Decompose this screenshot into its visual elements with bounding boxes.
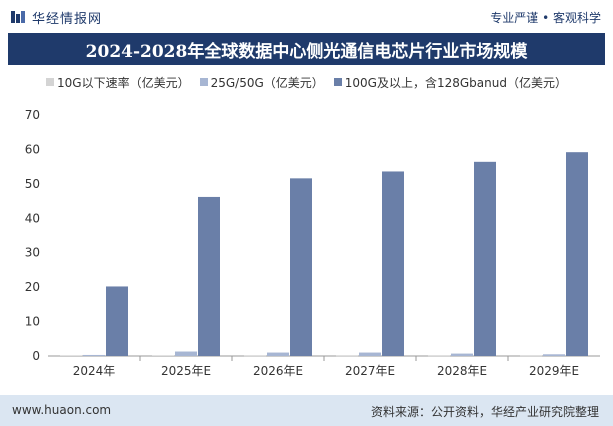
- x-tick-label: 2026年E: [253, 364, 303, 378]
- legend-swatch-s2: [199, 78, 208, 86]
- legend-label-s3: 100G及以上，含128Gbanud（亿美元）: [344, 75, 567, 90]
- legend-label-s1: 10G以下速率（亿美元）: [57, 75, 190, 90]
- y-tick-label: 10: [25, 315, 40, 329]
- legend-item-s3: 100G及以上，含128Gbanud（亿美元）: [333, 74, 567, 91]
- bar-3: [382, 171, 404, 356]
- legend-item-s2: 25G/50G（亿美元）: [199, 74, 324, 91]
- y-tick-label: 50: [25, 177, 40, 191]
- y-tick-label: 20: [25, 280, 40, 294]
- bar-1: [428, 355, 450, 357]
- bar-2: [543, 354, 565, 356]
- bar-1: [336, 355, 358, 357]
- footer-url: www.huaon.com: [12, 403, 112, 417]
- x-tick-label: 2029年E: [529, 364, 579, 378]
- legend-swatch-s3: [333, 78, 342, 86]
- bar-1: [520, 355, 542, 357]
- x-tick-label: 2027年E: [345, 364, 395, 378]
- brand-logo-icon: [11, 11, 25, 23]
- legend-swatch-s1: [46, 78, 54, 86]
- bar-2: [175, 351, 197, 356]
- y-tick-label: 70: [25, 108, 40, 122]
- x-tick-label: 2028年E: [437, 364, 487, 378]
- footer: www.huaon.com 资料来源：公开资料，华经产业研究院整理: [0, 395, 613, 426]
- bar-2: [83, 354, 105, 356]
- y-tick-label: 40: [25, 211, 40, 225]
- bar-1: [244, 355, 266, 357]
- brand-slogan: 专业严谨 • 客观科学: [490, 11, 601, 25]
- bar-2: [267, 352, 289, 356]
- bar-1: [60, 355, 82, 356]
- footer-source: 资料来源：公开资料，华经产业研究院整理: [370, 405, 599, 419]
- y-tick-label: 0: [32, 349, 40, 363]
- bar-3: [106, 286, 128, 356]
- legend-label-s2: 25G/50G（亿美元）: [210, 75, 324, 90]
- x-tick-label: 2025年E: [161, 364, 211, 378]
- chart-title: 2024-2028年全球数据中心侧光通信电芯片行业市场规模: [85, 41, 528, 62]
- bar-chart: 0 10 20 30 40 50 60 70 2024年 2025年E 2026年E 2027年E 20…: [25, 108, 600, 378]
- x-tick-label: 2024年: [73, 364, 116, 378]
- brand-name: 华经情报网: [32, 11, 103, 27]
- y-tick-label: 60: [25, 142, 40, 156]
- bar-3: [290, 178, 312, 356]
- brand: 华经情报网: [10, 8, 103, 27]
- bar-2: [451, 353, 473, 356]
- bar-2: [359, 352, 381, 356]
- bar-3: [198, 196, 220, 356]
- chart-legend: 10G以下速率（亿美元） 25G/50G（亿美元） 100G及以上，含128Gb…: [0, 73, 613, 91]
- title-bar: 2024-2028年全球数据中心侧光通信电芯片行业市场规模: [8, 33, 605, 65]
- y-tick-label: 30: [25, 246, 40, 260]
- top-bar: 华经情报网 专业严谨 • 客观科学: [0, 0, 613, 32]
- legend-item-s1: 10G以下速率（亿美元）: [46, 74, 190, 91]
- bar-3: [474, 161, 496, 356]
- bar-1: [152, 355, 174, 356]
- bar-3: [566, 152, 588, 356]
